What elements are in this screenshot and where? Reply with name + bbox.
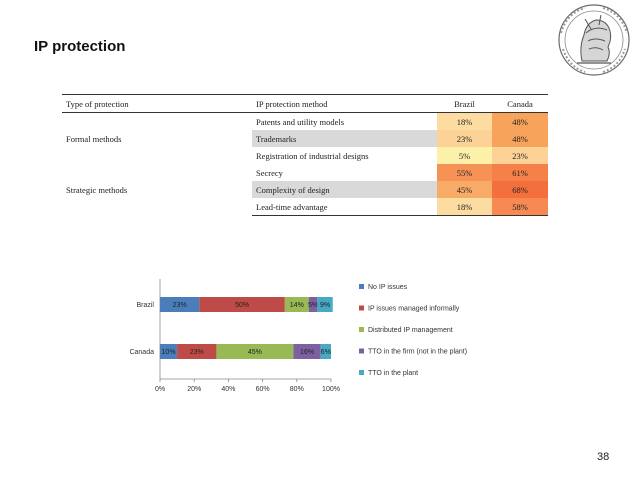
chart-plot-area: 0% 20% 40% 60% 80% 100% Brazil 23% 50% 14% 5% 9% Can… bbox=[129, 279, 340, 393]
header-canada: Canada bbox=[492, 94, 548, 113]
brazil-value-cell: 18% bbox=[437, 112, 492, 130]
bar-data-label: 9% bbox=[320, 302, 330, 309]
chart-legend: No IP issues IP issues managed informally… bbox=[359, 284, 467, 377]
university-seal-logo bbox=[558, 4, 630, 76]
table-header-row: Type of protection IP protection method … bbox=[62, 94, 548, 113]
bar-data-label: 45% bbox=[248, 349, 262, 356]
category-label: Canada bbox=[129, 349, 154, 356]
category-label: Brazil bbox=[136, 302, 154, 309]
bar-segment bbox=[199, 297, 285, 312]
slide-title: IP protection bbox=[34, 38, 126, 55]
header-ip-protection-method: IP protection method bbox=[252, 94, 437, 113]
brazil-value-cell: 5% bbox=[437, 147, 492, 164]
ip-management-stacked-bar-chart: 0% 20% 40% 60% 80% 100% Brazil 23% 50% 14% 5% 9% Can… bbox=[129, 279, 467, 393]
x-tick-label: 80% bbox=[290, 386, 304, 393]
bar-data-label: 5% bbox=[308, 302, 318, 309]
x-tick-label: 0% bbox=[155, 386, 165, 393]
legend-label: TTO in the plant bbox=[368, 370, 418, 377]
legend-swatch bbox=[359, 284, 364, 289]
brazil-value-cell: 18% bbox=[437, 198, 492, 216]
legend-label: TTO in the firm (not in the plant) bbox=[368, 349, 467, 356]
x-tick-label: 60% bbox=[256, 386, 270, 393]
protection-method-cell: Lead-time advantage bbox=[252, 198, 437, 216]
x-tick-label: 20% bbox=[187, 386, 201, 393]
brazil-value-cell: 45% bbox=[437, 181, 492, 198]
canada-value-cell: 68% bbox=[492, 181, 548, 198]
table-row: Trademarks 23% 48% bbox=[62, 130, 548, 147]
legend-label: No IP issues bbox=[368, 284, 408, 291]
bar-data-label: 23% bbox=[173, 302, 187, 309]
header-brazil: Brazil bbox=[437, 94, 492, 113]
bar-data-label: 14% bbox=[290, 302, 304, 309]
brazil-value-cell: 23% bbox=[437, 130, 492, 147]
bar-segment bbox=[284, 297, 309, 312]
header-type-of-protection: Type of protection bbox=[62, 94, 252, 113]
protection-method-cell: Patents and utility models bbox=[256, 116, 345, 127]
bar-segment bbox=[320, 344, 331, 359]
bar-data-label: 23% bbox=[190, 349, 204, 356]
x-tick-label: 40% bbox=[221, 386, 235, 393]
protection-method-cell: Registration of industrial designs bbox=[256, 150, 369, 161]
bar-data-label: 6% bbox=[321, 349, 331, 356]
bar-data-label: 10% bbox=[162, 349, 176, 356]
legend-swatch bbox=[359, 305, 364, 311]
table-row: Strategic methods Secrecy 55% 61% bbox=[62, 164, 548, 216]
bar-segment bbox=[317, 297, 333, 312]
table-row: Formal methods Patents and utility models… bbox=[62, 112, 548, 164]
ip-protection-table: Type of protection IP protection method … bbox=[62, 94, 548, 216]
x-tick-label: 100% bbox=[322, 386, 340, 393]
canada-value-cell: 61% bbox=[492, 164, 548, 181]
bar-segment bbox=[308, 297, 318, 312]
protection-type-cell: Formal methods bbox=[62, 112, 252, 164]
canada-value-cell: 48% bbox=[492, 130, 548, 147]
page-number: 38 bbox=[597, 451, 610, 463]
table-body: Formal methods Patents and utility models… bbox=[62, 112, 548, 216]
bar-data-label: 50% bbox=[235, 302, 249, 309]
bar-segment bbox=[160, 297, 200, 312]
bar-segment bbox=[160, 344, 178, 359]
table-row: Registration of industrial designs 5% 23% bbox=[62, 147, 548, 164]
legend-swatch bbox=[359, 327, 364, 332]
canada-value-cell: 23% bbox=[492, 147, 548, 164]
legend-label: Distributed IP management bbox=[368, 327, 453, 334]
bar-segment bbox=[177, 344, 217, 359]
protection-method-cell: Trademarks bbox=[252, 130, 437, 147]
brazil-value-cell: 55% bbox=[437, 164, 492, 181]
table-row: Complexity of design 45% 68% bbox=[62, 181, 548, 198]
canada-value-cell: 58% bbox=[492, 198, 548, 216]
bar-segment bbox=[216, 344, 294, 359]
canada-value-cell: 48% bbox=[492, 112, 548, 130]
legend-label: IP issues managed informally bbox=[368, 306, 460, 313]
protection-type-cell: Strategic methods bbox=[62, 164, 252, 216]
protection-method-cell: Complexity of design bbox=[252, 181, 437, 198]
legend-swatch bbox=[359, 348, 364, 354]
bar-data-label: 16% bbox=[300, 349, 314, 356]
bar-segment bbox=[293, 344, 321, 359]
legend-swatch bbox=[359, 370, 364, 375]
protection-method-cell: Secrecy bbox=[256, 167, 283, 178]
table-row: Lead-time advantage 18% 58% bbox=[62, 198, 548, 216]
